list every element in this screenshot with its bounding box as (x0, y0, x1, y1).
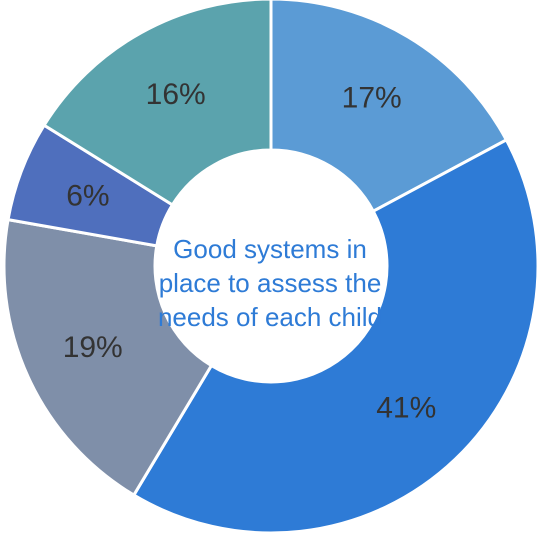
slice-2 (131, 137, 539, 535)
slice-label-5: 16% (146, 78, 206, 111)
center-label: Good systems in place to assess the need… (157, 234, 383, 332)
slice-label-4: 6% (66, 180, 109, 213)
slice-3 (2, 217, 214, 498)
slice-labels-group: 17% 41% 19% 6% 16% (63, 78, 437, 424)
slice-1 (269, 0, 509, 214)
slice-label-2: 41% (376, 391, 436, 424)
slice-5 (42, 0, 273, 207)
slice-label-1: 17% (342, 81, 402, 114)
slice-label-3: 19% (63, 331, 123, 364)
